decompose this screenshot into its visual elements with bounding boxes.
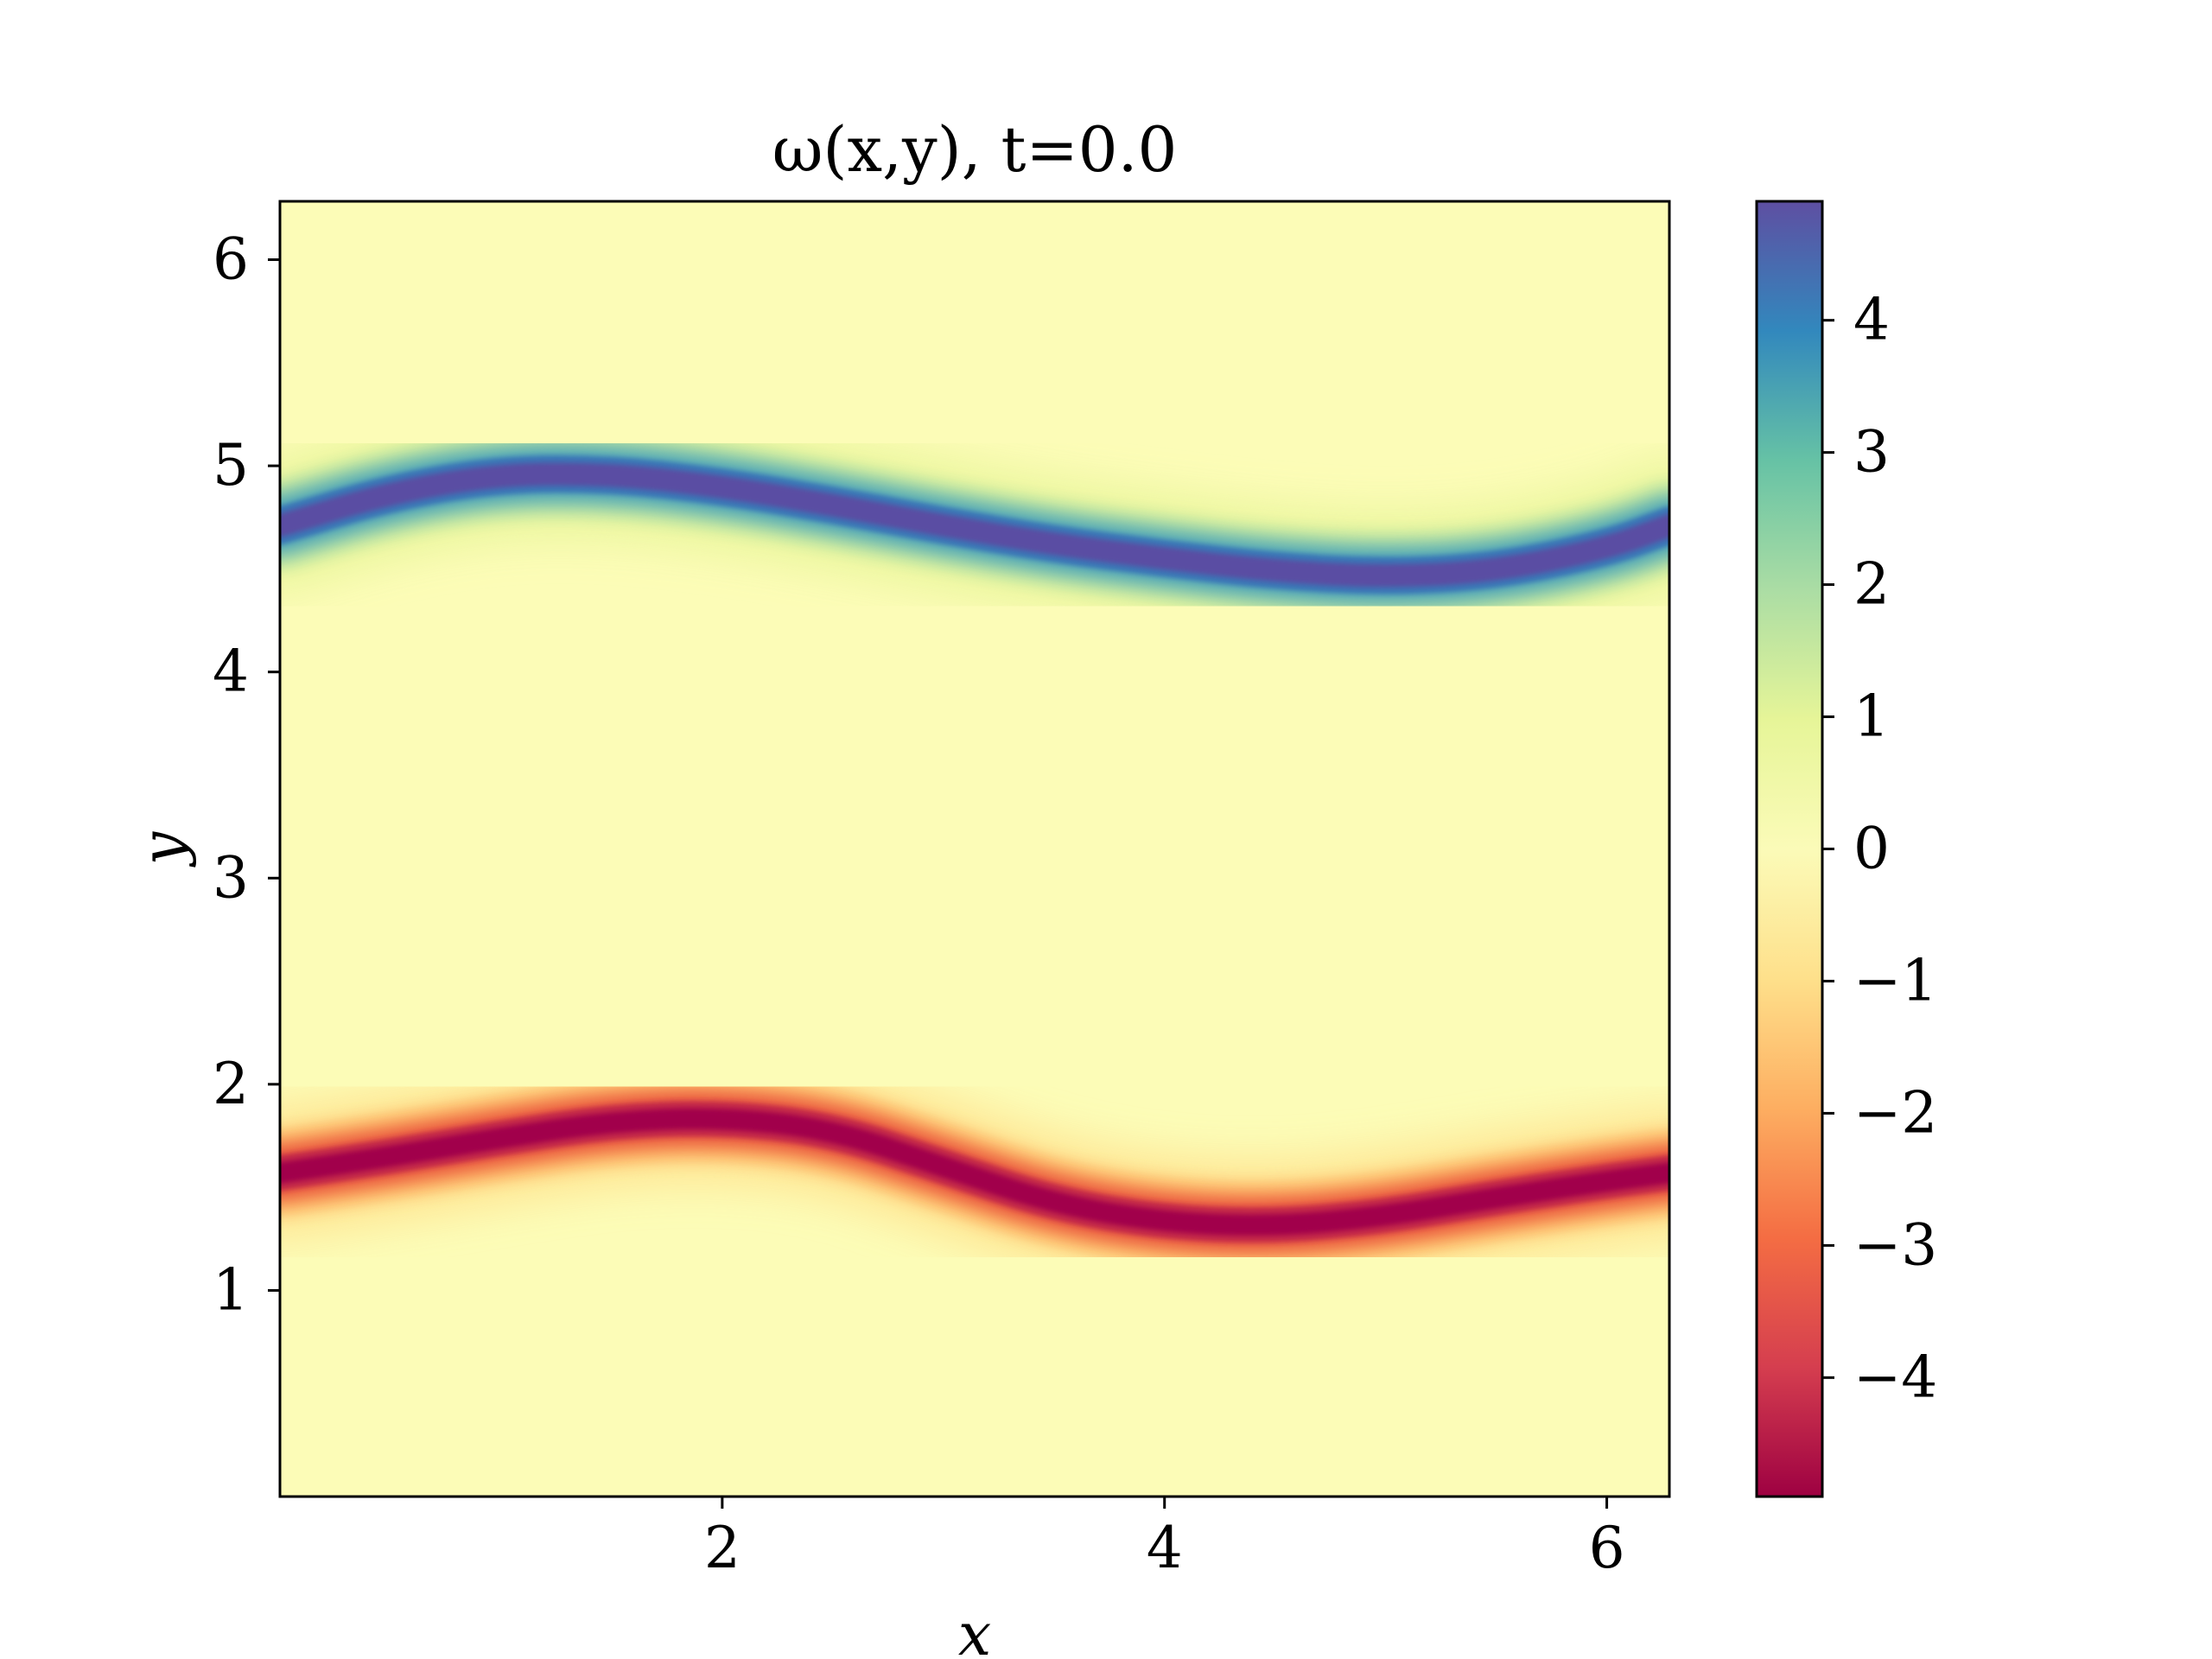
colorbar-ticks: 4 3 2 1 0 −1 −2 −3 −4	[1822, 287, 1937, 1410]
x-axis-label: x	[958, 1601, 991, 1659]
colorbar-tick-label: 3	[1853, 419, 1890, 486]
heatmap-background	[280, 201, 1669, 1497]
y-axis-label: y	[130, 830, 198, 868]
y-tick-label: 5	[213, 432, 249, 499]
plot-area	[278, 200, 1671, 1498]
x-tick-label: 4	[1147, 1515, 1183, 1581]
band-positive-layer-4	[280, 462, 1669, 588]
y-tick-label: 6	[213, 226, 249, 293]
colorbar-tick-label: −1	[1853, 947, 1937, 1014]
colorbar-tick-label: 4	[1853, 287, 1890, 353]
colorbar: 4 3 2 1 0 −1 −2 −3 −4	[1755, 200, 1937, 1498]
colorbar-tick-label: 0	[1853, 816, 1890, 882]
y-tick-label: 4	[213, 639, 249, 705]
colorbar-tick-label: −3	[1853, 1211, 1937, 1278]
x-axis-ticks: 2 4 6	[704, 1497, 1625, 1581]
y-tick-label: 3	[213, 844, 249, 911]
plot-frame	[278, 200, 1671, 1498]
colorbar-tick-label: −4	[1853, 1344, 1937, 1410]
x-tick-label: 6	[1589, 1515, 1625, 1581]
vorticity-bands	[280, 410, 1669, 1289]
colorbar-ramp	[1755, 200, 1824, 1498]
colorbar-tick-label: 2	[1853, 551, 1890, 618]
x-tick-label: 2	[704, 1515, 741, 1581]
band-negative-layer-4	[280, 1108, 1669, 1236]
y-tick-label: 1	[213, 1256, 249, 1323]
vorticity-band-positive	[280, 410, 1669, 640]
y-axis-ticks: 1 2 3 4 5 6	[213, 226, 280, 1323]
vorticity-band-negative	[280, 1054, 1669, 1289]
colorbar-tick-label: 1	[1853, 683, 1890, 750]
colorbar-tick-label: −2	[1853, 1079, 1937, 1146]
y-tick-label: 2	[213, 1051, 249, 1117]
chart-title: ω(x,y), t=0.0	[772, 113, 1178, 186]
